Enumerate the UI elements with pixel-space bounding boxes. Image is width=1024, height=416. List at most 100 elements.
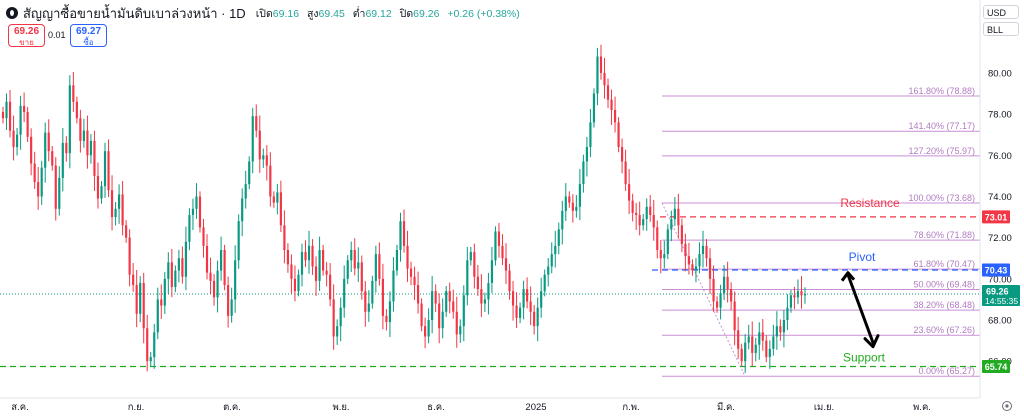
candle-body <box>561 210 564 230</box>
arrow-head-down <box>863 334 880 349</box>
candle-body <box>656 227 659 250</box>
candle-body <box>448 291 451 302</box>
arrow-shaft <box>846 273 875 345</box>
candle-body <box>248 161 251 185</box>
candle-body <box>726 276 729 290</box>
fib-level-label: 161.80% (78.88) <box>908 86 975 96</box>
candle-body <box>782 320 785 333</box>
time-tick-label: มี.ค. <box>717 401 735 413</box>
candle-body <box>715 301 719 308</box>
change-value: +0.26 (+0.38%) <box>447 7 520 20</box>
candle-body <box>687 256 691 265</box>
candle-body <box>455 311 458 335</box>
candle-body <box>325 270 328 275</box>
candle-body <box>329 274 332 300</box>
fib-trend-line <box>661 202 746 377</box>
time-tick-label: ธ.ค. <box>427 402 444 413</box>
candle-body <box>146 328 149 362</box>
candle-body <box>304 252 307 261</box>
candle-body <box>765 340 768 358</box>
time-tick-label: เม.ย. <box>814 402 834 413</box>
candle-body <box>768 348 771 358</box>
candle-body <box>40 167 43 197</box>
candle-body <box>230 299 233 316</box>
candle-body <box>635 212 638 215</box>
high-label: สูง <box>306 7 319 20</box>
price-tick-label: 80.00 <box>988 68 1012 79</box>
candle-body <box>311 245 314 267</box>
candle-body <box>413 276 416 285</box>
candle-body <box>557 229 560 246</box>
candle-body <box>751 336 754 353</box>
candle-body <box>15 134 19 148</box>
time-tick-label: พ.ย. <box>332 402 349 413</box>
level-price-label: 70.43 <box>985 265 1008 275</box>
candle-body <box>174 270 177 288</box>
candle-body <box>508 270 511 292</box>
candle-body <box>223 250 226 285</box>
candle-body <box>536 307 539 327</box>
candle-body <box>392 270 395 302</box>
level-price-badge <box>982 210 1010 224</box>
candle-body <box>606 85 610 100</box>
candle-body <box>434 291 437 304</box>
currency-select[interactable]: USD <box>983 5 1019 19</box>
candle-body <box>666 229 669 255</box>
candle-body <box>420 303 423 327</box>
candle-body <box>758 332 761 345</box>
candle-body <box>381 278 384 316</box>
symbol-title[interactable]: สัญญาซื้อขายน้ำมันดิบเบาล่วงหน้า · 1D <box>23 5 246 21</box>
candle-body <box>504 258 508 271</box>
candle-body <box>701 245 705 255</box>
sell-button[interactable]: 69.26 ขาย <box>8 24 45 47</box>
candle-body <box>385 315 388 323</box>
time-tick-label: พ.ค. <box>913 402 931 413</box>
candle-body <box>803 294 807 296</box>
candle-body <box>237 221 240 261</box>
time-axis[interactable]: ส.ค. ก.ย. ต.ค. พ.ย. ธ.ค. 2025 ก.พ. มี.ค. เม.ย. พ.… <box>0 397 1012 413</box>
price-tick-label: 72.00 <box>988 233 1012 244</box>
fib-level-label: 23.60% (67.26) <box>913 325 975 335</box>
candle-body <box>332 299 335 337</box>
candle-body <box>452 301 455 312</box>
fibonacci-retracement[interactable]: 161.80% (78.88) 141.40% (77.17) 127.20% (7… <box>661 86 980 377</box>
candle-body <box>374 254 377 281</box>
candle-body <box>680 225 683 244</box>
price-tick-label: 76.00 <box>988 151 1012 162</box>
candle-body <box>212 280 216 298</box>
candle-body <box>290 264 293 279</box>
candlestick-series <box>1 44 807 373</box>
candle-body <box>177 258 180 271</box>
candle-body <box>473 252 476 277</box>
countdown-label: 14:55:35 <box>985 296 1018 306</box>
low-value: 69.12 <box>365 7 392 20</box>
buy-button[interactable]: 69.27 ซื้อ <box>70 24 107 47</box>
candle-body <box>571 202 574 211</box>
candle-body <box>719 293 722 308</box>
candle-body <box>409 268 413 277</box>
candle-body <box>585 147 589 162</box>
price-axis[interactable]: 66.00 68.00 70.00 72.00 74.00 76.00 78.00 80.00… <box>979 0 1020 398</box>
candle-body <box>705 245 708 259</box>
price-tick-label: 68.00 <box>988 316 1012 327</box>
close-label: ปิด <box>399 7 414 20</box>
unit-select[interactable]: BLL <box>983 22 1019 36</box>
candle-body <box>181 258 184 277</box>
candle-body <box>371 280 374 304</box>
time-tick-label: 2025 <box>525 402 546 413</box>
candle-body <box>353 250 356 269</box>
candle-body <box>82 130 85 141</box>
level-price-label: 65.74 <box>985 362 1008 372</box>
candle-body <box>526 289 529 302</box>
candle-body <box>645 206 648 220</box>
candle-body <box>402 221 406 246</box>
candle-body <box>789 295 793 308</box>
candle-body <box>395 250 399 271</box>
candle-body <box>659 250 662 259</box>
fib-level-label: 38.20% (68.48) <box>913 300 975 310</box>
candle-body <box>730 289 733 302</box>
candle-body <box>761 332 764 341</box>
candle-body <box>297 274 300 292</box>
price-tick-label: 66.00 <box>988 357 1012 368</box>
